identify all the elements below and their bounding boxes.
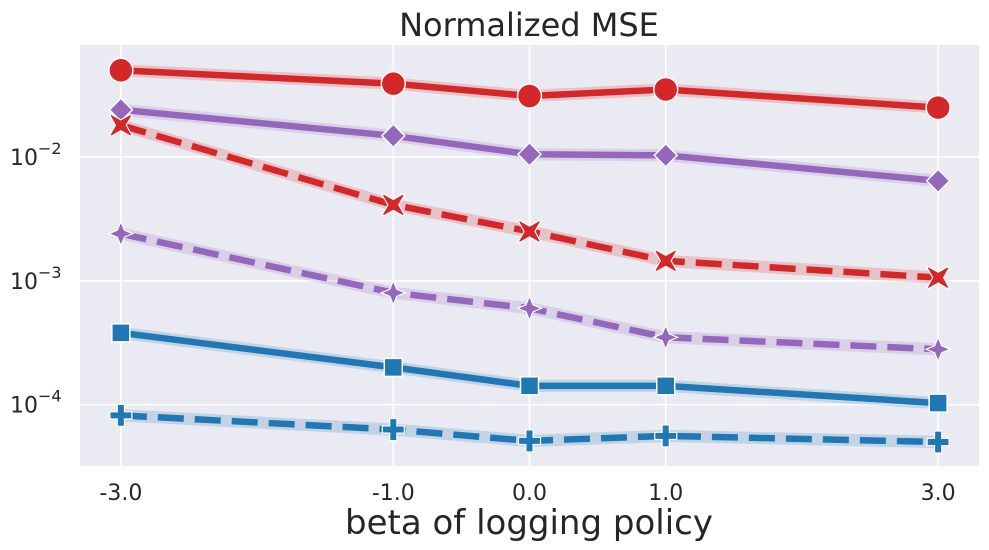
x-tick-label: 0.0 (512, 481, 547, 506)
data-point-star (515, 294, 544, 322)
y-tick-label: 10−2 (10, 139, 62, 171)
data-point-diamond (516, 141, 543, 167)
data-point-plus (517, 429, 542, 453)
series-4 (107, 220, 952, 363)
y-tick-label: 10−3 (10, 263, 62, 295)
data-point-square (655, 376, 676, 396)
chart-title: Normalized MSE (399, 6, 659, 44)
data-point-square (928, 393, 948, 413)
series-5 (111, 323, 948, 413)
data-point-circle (516, 83, 543, 109)
data-point-diamond (653, 142, 679, 168)
data-point-circle (380, 70, 407, 97)
data-point-square (519, 376, 540, 396)
x-axis-label: beta of logging policy (345, 503, 713, 543)
data-point-x (926, 265, 950, 290)
series-1 (108, 57, 951, 121)
data-point-diamond (925, 168, 951, 194)
data-point-x (653, 249, 678, 273)
data-point-x (381, 193, 406, 217)
data-point-circle (108, 57, 134, 84)
x-tick-label: -3.0 (99, 481, 142, 506)
data-point-star (652, 323, 680, 351)
data-point-star (379, 279, 407, 307)
data-point-x (109, 113, 133, 138)
confidence-band (120, 119, 939, 284)
series-3 (109, 113, 950, 290)
x-tick-label: 3.0 (921, 481, 956, 506)
data-point-star (107, 220, 135, 248)
y-axis-ticks: 10−4 10−3 10−2 (10, 139, 62, 419)
x-tick-label: 1.0 (648, 481, 683, 506)
data-point-x (517, 219, 542, 244)
data-point-plus (926, 430, 950, 454)
data-point-circle (652, 76, 679, 103)
data-point-square (383, 357, 404, 378)
data-point-diamond (380, 123, 406, 149)
confidence-band (120, 64, 939, 114)
confidence-band (120, 103, 939, 188)
data-point-star (924, 335, 952, 363)
x-tick-label: -1.0 (372, 481, 415, 506)
data-point-plus (381, 417, 405, 442)
data-point-plus (654, 424, 678, 448)
series-2 (108, 97, 951, 194)
series-layer (107, 57, 952, 454)
x-axis-ticks: -3.0 -1.0 0.0 1.0 3.0 (99, 481, 955, 506)
y-tick-label: 10−4 (10, 387, 62, 419)
data-point-circle (925, 94, 951, 121)
data-point-square (111, 323, 131, 343)
data-point-plus (109, 403, 133, 427)
series-6 (109, 403, 950, 454)
